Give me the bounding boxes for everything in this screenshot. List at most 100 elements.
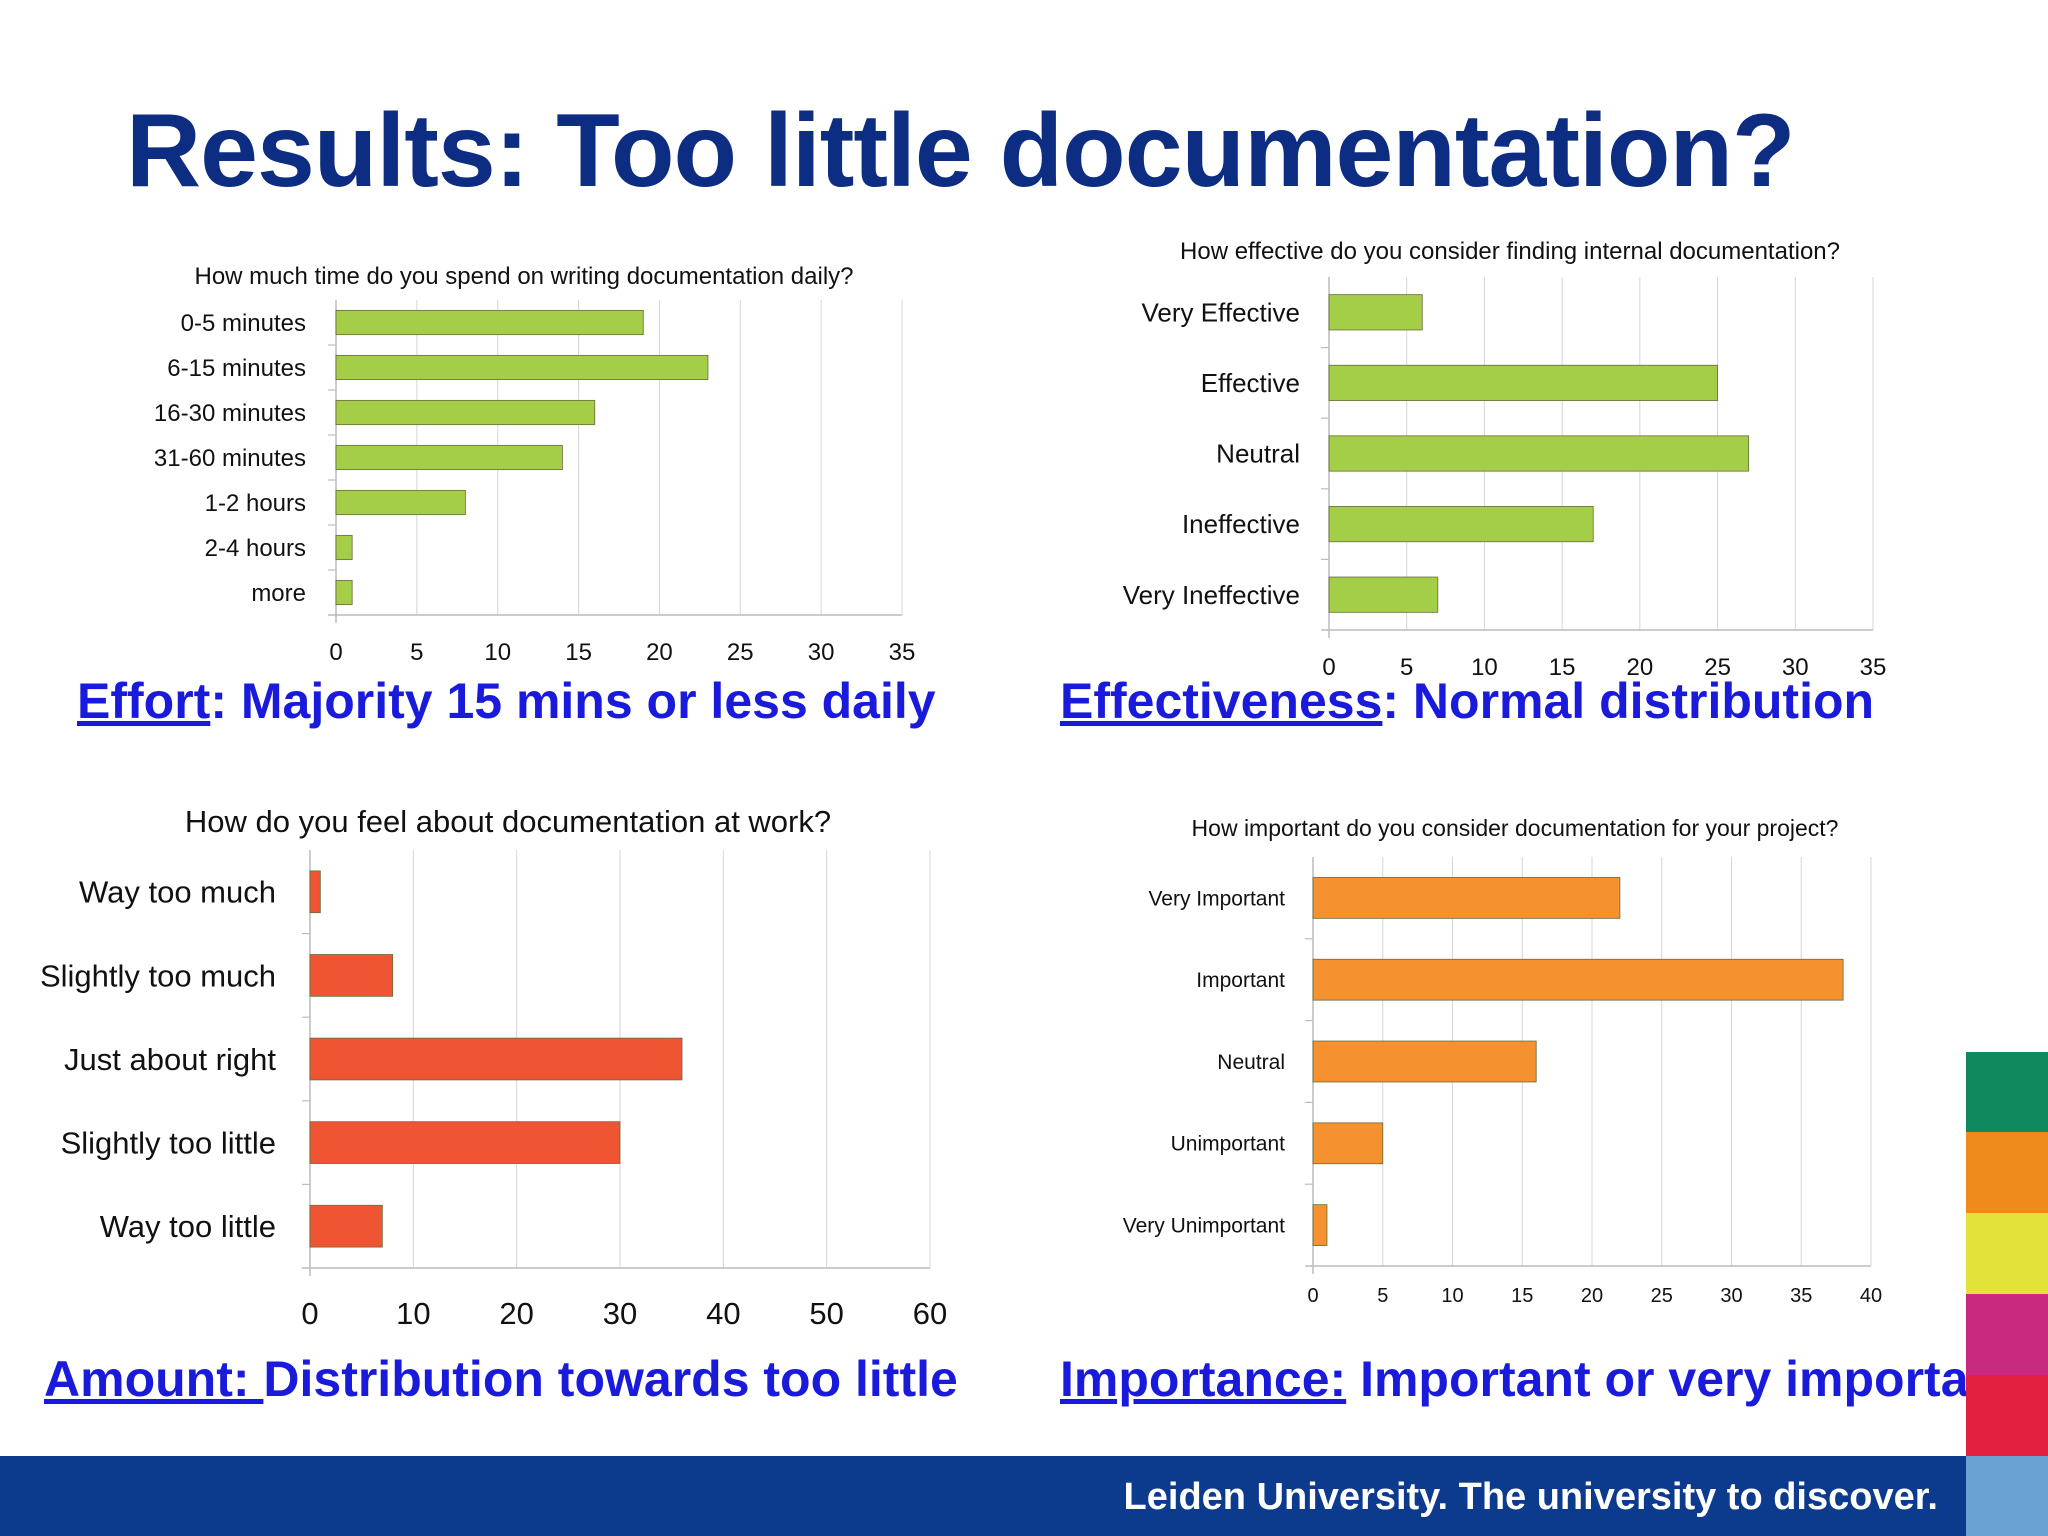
category-label: 0-5 minutes <box>181 310 306 337</box>
x-tick-label: 10 <box>484 639 511 666</box>
x-tick-label: 40 <box>706 1296 740 1331</box>
effort-caption-text: : Majority 15 mins or less daily <box>210 673 936 729</box>
effort-caption-key: Effort <box>77 673 211 729</box>
chart-title: How effective do you consider finding in… <box>1180 238 1840 265</box>
category-label: Unimportant <box>1171 1133 1286 1156</box>
x-tick-label: 15 <box>565 639 592 666</box>
category-label: Neutral <box>1216 439 1300 469</box>
x-tick-label: 20 <box>1627 654 1654 681</box>
category-label: 16-30 minutes <box>154 400 306 427</box>
x-tick-label: 15 <box>1511 1285 1533 1307</box>
x-tick-label: 30 <box>1782 654 1809 681</box>
importance-caption: Importance: Important or very important <box>1060 1350 2016 1408</box>
x-tick-label: 25 <box>1704 654 1731 681</box>
effectiveness-caption-text: : Normal distribution <box>1382 673 1875 729</box>
bar <box>335 354 709 381</box>
bar <box>1328 364 1718 401</box>
category-label: Very Effective <box>1142 297 1301 327</box>
x-tick-label: 15 <box>1549 654 1576 681</box>
brand-strip-segment <box>1966 1456 2048 1536</box>
x-tick-label: 10 <box>1471 654 1498 681</box>
x-tick-label: 30 <box>808 639 835 666</box>
bar <box>335 399 596 426</box>
amount-caption-key: Amount: <box>44 1351 264 1407</box>
x-tick-label: 35 <box>1860 654 1887 681</box>
x-tick-label: 50 <box>809 1296 843 1331</box>
x-tick-label: 20 <box>646 639 673 666</box>
x-tick-label: 0 <box>329 639 342 666</box>
bar <box>335 444 563 471</box>
effectiveness-caption-key: Effectiveness <box>1060 673 1383 729</box>
effort-caption: Effort: Majority 15 mins or less daily <box>77 672 936 730</box>
category-label: Just about right <box>64 1042 276 1077</box>
time-spent-chart: How much time do you spend on writing do… <box>0 0 1000 700</box>
importance-caption-key: Importance: <box>1060 1351 1347 1407</box>
effectiveness-chart: How effective do you consider finding in… <box>0 0 2048 700</box>
bar <box>1312 877 1621 919</box>
x-tick-label: 35 <box>1790 1285 1812 1307</box>
importance-chart-svg: How important do you consider documentat… <box>1123 815 1882 1307</box>
x-tick-label: 25 <box>727 639 754 666</box>
bar <box>1312 1122 1384 1165</box>
category-label: 1-2 hours <box>205 490 306 517</box>
x-tick-label: 0 <box>301 1296 318 1331</box>
importance-chart: How important do you consider documentat… <box>1123 815 1882 1307</box>
bar <box>1328 506 1594 543</box>
bar <box>309 1121 621 1164</box>
chart-title: How important do you consider documentat… <box>1192 815 1839 841</box>
bar <box>335 489 466 516</box>
x-tick-label: 5 <box>410 639 423 666</box>
x-tick-label: 40 <box>1860 1285 1882 1307</box>
bar <box>335 579 353 606</box>
bar <box>309 1204 383 1248</box>
time-spent-chart-svg: How much time do you spend on writing do… <box>154 263 916 666</box>
x-tick-label: 30 <box>1720 1285 1742 1307</box>
category-label: Neutral <box>1217 1051 1285 1074</box>
effectiveness-caption: Effectiveness: Normal distribution <box>1060 672 1874 730</box>
category-label: 31-60 minutes <box>154 445 306 472</box>
importance-caption-text: Important or very important <box>1346 1351 2016 1407</box>
x-tick-label: 30 <box>603 1296 637 1331</box>
bar <box>309 870 321 914</box>
category-label: Slightly too little <box>61 1125 276 1160</box>
x-tick-label: 20 <box>499 1296 533 1331</box>
x-tick-label: 10 <box>1441 1285 1463 1307</box>
x-tick-label: 0 <box>1322 654 1335 681</box>
brand-strip-segment <box>1966 1132 2048 1213</box>
chart-title: How much time do you spend on writing do… <box>194 263 853 290</box>
bar <box>309 1037 683 1081</box>
x-tick-label: 20 <box>1581 1285 1603 1307</box>
brand-strip-segment <box>1966 1294 2048 1375</box>
category-label: 6-15 minutes <box>167 355 306 382</box>
category-label: 2-4 hours <box>205 535 306 562</box>
x-tick-label: 10 <box>396 1296 430 1331</box>
category-label: Important <box>1196 969 1285 992</box>
x-tick-label: 60 <box>913 1296 947 1331</box>
x-tick-label: 35 <box>889 639 916 666</box>
x-tick-label: 5 <box>1377 1285 1388 1307</box>
footer-bar: Leiden University. The university to dis… <box>0 1456 1966 1536</box>
brand-strip-segment <box>1966 1052 2048 1132</box>
bar <box>1328 294 1423 331</box>
category-label: Slightly too much <box>40 958 276 993</box>
amount-caption: Amount: Distribution towards too little <box>44 1350 958 1408</box>
bar <box>309 954 394 997</box>
category-label: Very Important <box>1148 887 1285 910</box>
bar <box>1312 958 1844 1001</box>
category-label: Way too little <box>100 1209 276 1244</box>
bar <box>1328 435 1750 472</box>
effectiveness-chart-svg: How effective do you consider finding in… <box>1123 238 1887 681</box>
slide-title: Results: Too little documentation? <box>126 93 1795 209</box>
bar <box>1312 1040 1537 1083</box>
brand-strip-segment <box>1966 1213 2048 1294</box>
x-tick-label: 25 <box>1651 1285 1673 1307</box>
chart-title: How do you feel about documentation at w… <box>185 804 831 839</box>
bar <box>335 309 644 336</box>
category-label: Ineffective <box>1182 509 1300 539</box>
brand-strip-segment <box>1966 1375 2048 1456</box>
x-tick-label: 5 <box>1400 654 1413 681</box>
category-label: Very Unimportant <box>1123 1214 1285 1237</box>
amount-caption-text: Distribution towards too little <box>263 1351 958 1407</box>
amount-chart: How do you feel about documentation at w… <box>0 0 1000 1400</box>
bar <box>335 534 353 561</box>
